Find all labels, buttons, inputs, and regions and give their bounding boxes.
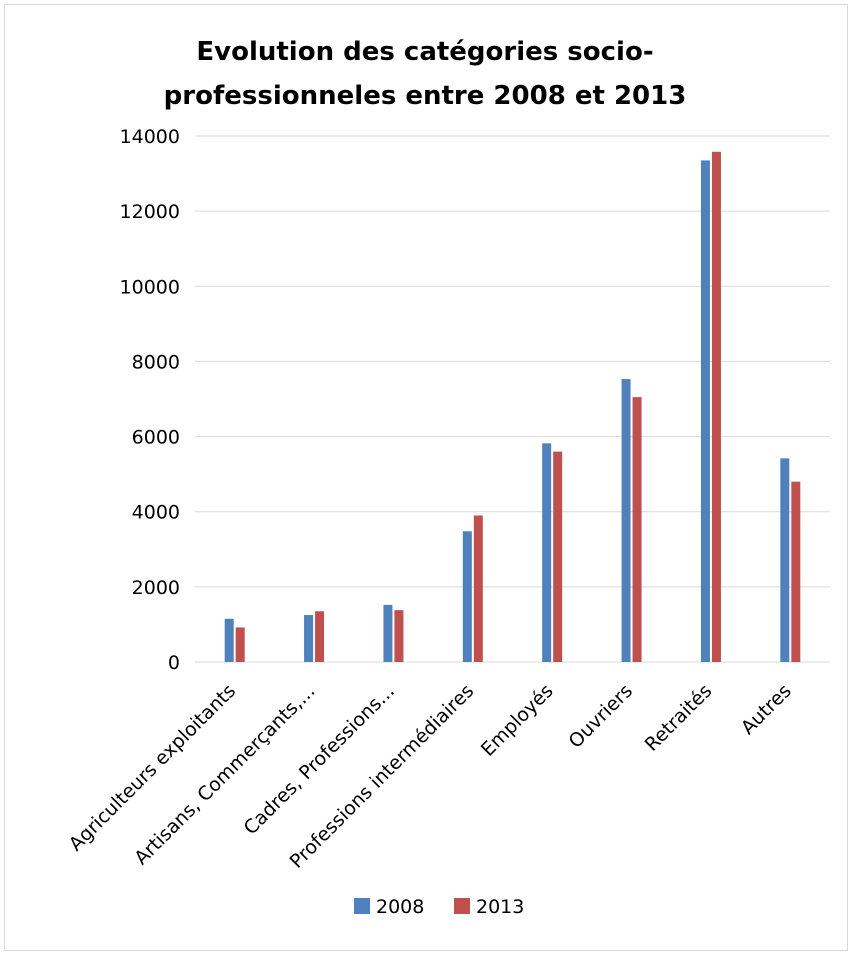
bar-2008-7 [700, 160, 710, 662]
chart-title-line1: Evolution des catégories socio- [196, 37, 654, 67]
bar-2008-5 [542, 443, 552, 662]
bar-2013-2 [315, 611, 325, 662]
bar-2008-6 [621, 379, 631, 662]
bar-2013-7 [711, 151, 721, 662]
bar-2008-2 [304, 615, 314, 662]
bar-2008-3 [383, 604, 393, 662]
y-tick-label: 4000 [132, 502, 180, 524]
bar-2013-6 [632, 397, 642, 662]
gridlines [195, 135, 830, 663]
bar-2013-8 [791, 481, 801, 662]
bar-2013-5 [553, 451, 563, 662]
y-axis: 0 2000 4000 6000 8000 10000 12000 14000 [120, 126, 180, 674]
x-category-label: Cadres, Professions... [240, 680, 399, 839]
bars [224, 151, 801, 662]
bar-2008-8 [780, 458, 790, 662]
legend-swatch-2013 [454, 898, 470, 914]
x-category-label: Retraités [641, 680, 717, 756]
y-tick-label: 8000 [132, 351, 180, 373]
legend-label-2013: 2013 [476, 896, 524, 918]
chart-title-line2: professionneles entre 2008 et 2013 [163, 81, 687, 111]
x-category-label: Employés [477, 680, 558, 761]
y-tick-label: 2000 [132, 577, 180, 599]
bar-2013-4 [473, 515, 483, 662]
x-category-label: Ouvriers [564, 680, 637, 753]
x-category-label: Autres [737, 680, 796, 739]
bar-2013-3 [394, 610, 404, 662]
chart-title: Evolution des catégories socio- professi… [0, 30, 850, 118]
bar-2013-1 [235, 627, 245, 662]
y-tick-label: 6000 [132, 427, 180, 449]
y-tick-label: 0 [168, 652, 180, 674]
y-tick-label: 12000 [120, 201, 180, 223]
x-category-label: Agriculteurs exploitants [65, 680, 240, 855]
legend-label-2008: 2008 [376, 896, 424, 918]
y-tick-label: 14000 [120, 126, 180, 148]
legend: 2008 2013 [354, 896, 524, 918]
bar-2008-1 [224, 618, 234, 662]
bar-2008-4 [462, 531, 472, 662]
legend-swatch-2008 [354, 898, 370, 914]
y-tick-label: 10000 [120, 276, 180, 298]
